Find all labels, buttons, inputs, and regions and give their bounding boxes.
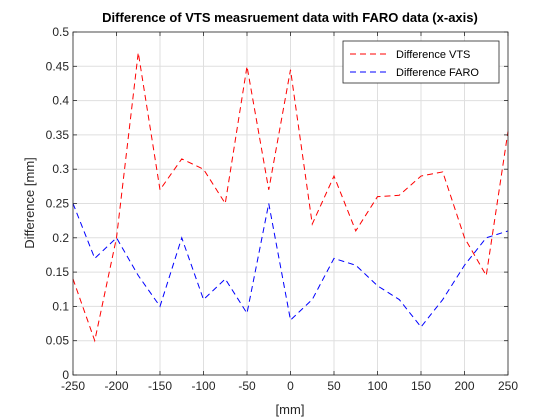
x-tick-label: -150 (148, 379, 172, 393)
chart-title: Difference of VTS measruement data with … (102, 10, 478, 25)
y-tick-label: 0.2 (52, 231, 69, 245)
y-tick-label: 0 (62, 368, 69, 382)
y-axis-label: Difference [mm] (22, 157, 37, 249)
y-tick-label: 0.05 (46, 334, 70, 348)
legend-box (342, 40, 500, 84)
y-tick-label: 0.15 (46, 265, 70, 279)
x-tick-label: 0 (287, 379, 294, 393)
series-line-faro (72, 203, 509, 328)
legend: Difference VTS Difference FARO (342, 40, 500, 84)
x-tick-label: 100 (367, 379, 387, 393)
x-tick-label: 50 (327, 379, 341, 393)
series-line-vts (72, 52, 509, 343)
tick-labels: -250 -200 -150 -100 -50 0 50 100 150 200 250 0 0.05 0… (46, 25, 519, 393)
legend-label-vts: Difference VTS (396, 49, 470, 61)
series-layer (72, 52, 509, 343)
x-tick-label: -200 (104, 379, 128, 393)
x-axis-label: [mm] (276, 402, 305, 417)
y-tick-label: 0.5 (52, 25, 69, 39)
y-tick-label: 0.4 (52, 94, 69, 108)
y-tick-label: 0.1 (52, 299, 69, 313)
x-tick-label: -50 (238, 379, 256, 393)
y-tick-label: 0.25 (46, 197, 70, 211)
x-tick-label: 250 (498, 379, 518, 393)
ticks (72, 31, 509, 376)
y-tick-label: 0.35 (46, 128, 70, 142)
x-tick-label: 150 (411, 379, 431, 393)
y-tick-label: 0.45 (46, 59, 70, 73)
legend-label-faro: Difference FARO (396, 67, 479, 79)
x-tick-label: -250 (61, 379, 85, 393)
y-tick-label: 0.3 (52, 162, 69, 176)
x-tick-label: 200 (454, 379, 474, 393)
x-tick-label: -100 (191, 379, 215, 393)
